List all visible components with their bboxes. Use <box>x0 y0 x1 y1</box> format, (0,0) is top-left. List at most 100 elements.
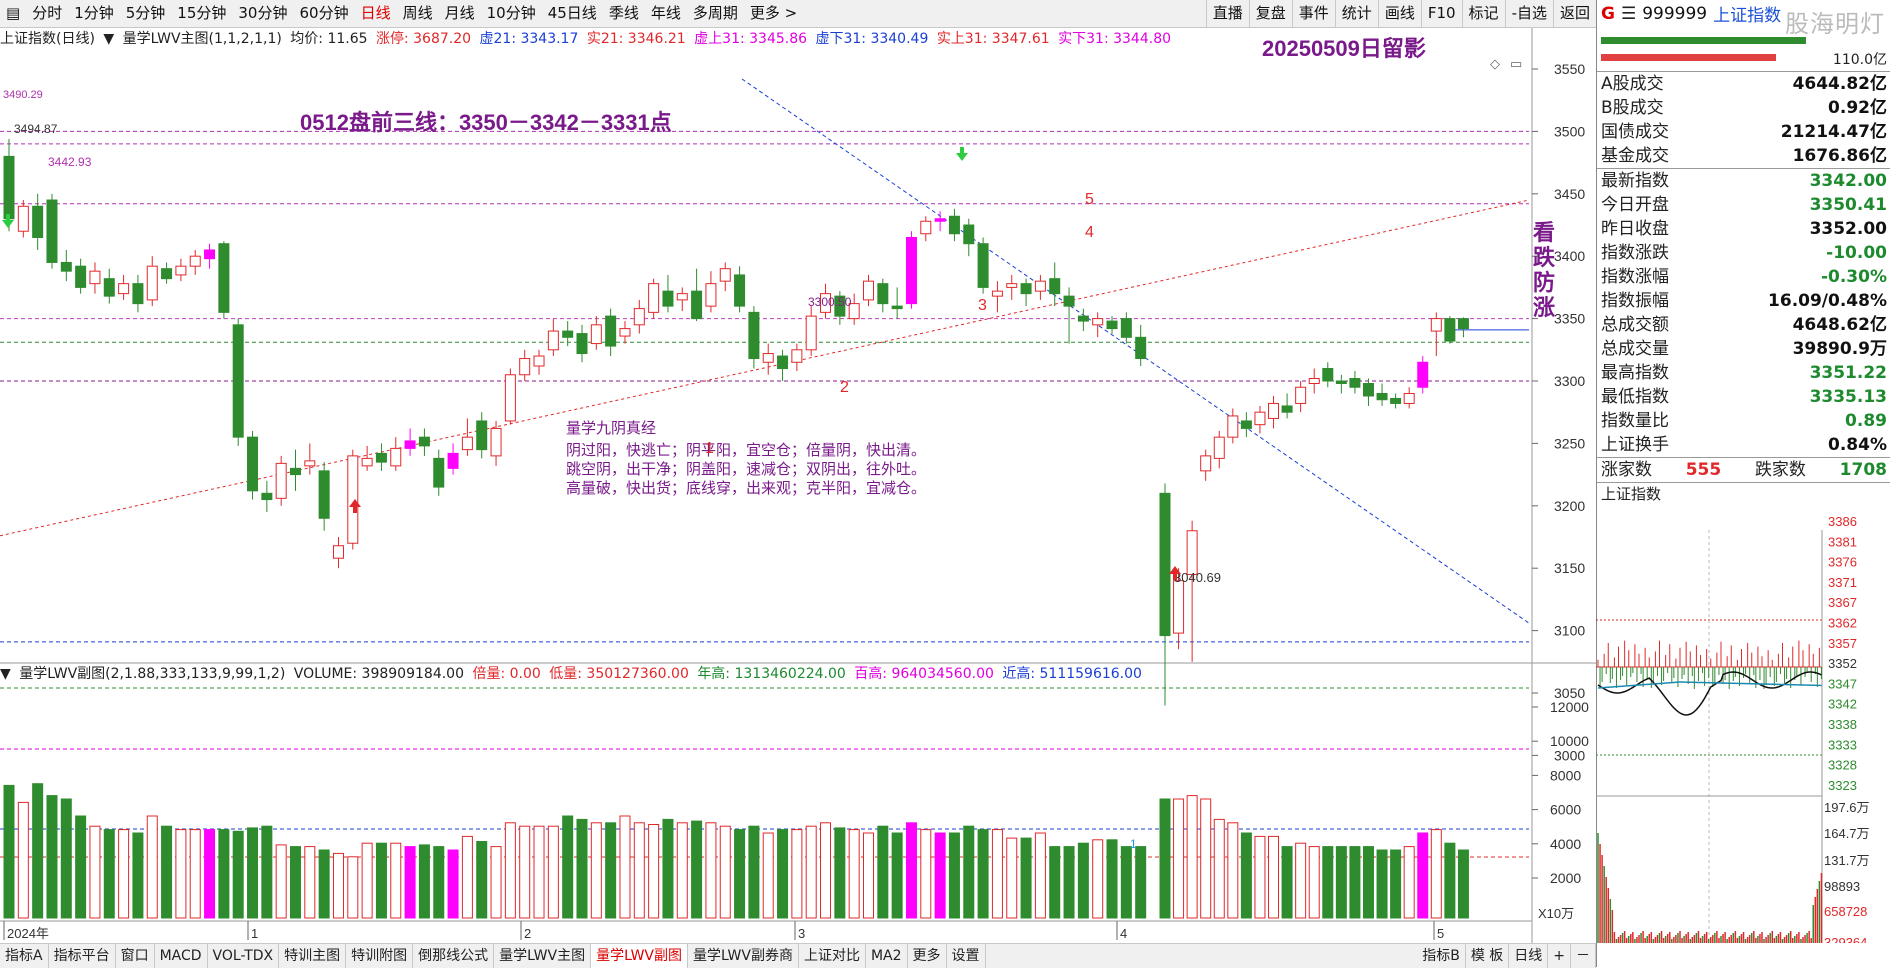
candle[interactable] <box>633 308 645 326</box>
bottom-button-2[interactable]: 日线 <box>1509 944 1549 968</box>
candle[interactable] <box>662 290 674 307</box>
candle[interactable] <box>1403 392 1415 404</box>
intraday-chart[interactable]: 3386 3381 3376 3371 3367 3362 3357 3352 3347 3342… <box>1596 510 1890 943</box>
candle[interactable] <box>318 470 330 519</box>
candle[interactable] <box>89 270 101 285</box>
candle[interactable] <box>920 220 932 235</box>
period-tab-4[interactable]: 30分钟 <box>238 4 288 22</box>
candle[interactable] <box>1254 411 1266 426</box>
candle[interactable] <box>390 447 402 467</box>
indicator-tab-1[interactable]: 指标平台 <box>49 944 116 968</box>
indicator-tab-14[interactable]: 设置 <box>947 944 986 968</box>
bottom-button-0[interactable]: 指标B <box>1417 944 1466 968</box>
period-tab-7[interactable]: 周线 <box>402 4 433 22</box>
candle[interactable] <box>161 268 173 280</box>
bottom-button-3[interactable]: + <box>1548 944 1571 968</box>
candle[interactable] <box>247 436 259 492</box>
candle[interactable] <box>734 274 746 307</box>
candle[interactable] <box>261 492 273 501</box>
toolbar-button-4[interactable]: 画线 <box>1377 0 1421 27</box>
candle[interactable] <box>605 315 617 347</box>
candle[interactable] <box>590 324 602 345</box>
candle[interactable] <box>1200 455 1212 472</box>
candle[interactable] <box>1186 530 1198 575</box>
period-tab-2[interactable]: 5分钟 <box>125 4 166 22</box>
period-tab-3[interactable]: 15分钟 <box>177 4 227 22</box>
candle[interactable] <box>118 283 130 295</box>
candle[interactable] <box>375 452 387 463</box>
indicator-tab-11[interactable]: 上证对比 <box>799 944 866 968</box>
toolbar-button-8[interactable]: 返回 <box>1552 0 1596 27</box>
candle[interactable] <box>948 215 960 235</box>
candle[interactable] <box>1240 420 1252 429</box>
candle[interactable] <box>891 305 903 310</box>
candle[interactable] <box>1376 392 1388 401</box>
kline-chart[interactable]: 3550350034503400335033003250320031503100… <box>0 28 1596 943</box>
toolbar-button-7[interactable]: -自选 <box>1504 0 1553 27</box>
candle[interactable] <box>934 218 946 222</box>
candle[interactable] <box>533 355 545 367</box>
candle[interactable] <box>1281 405 1293 413</box>
candle[interactable] <box>146 265 158 301</box>
candle[interactable] <box>347 455 359 544</box>
indicator-tab-2[interactable]: 窗口 <box>116 944 155 968</box>
candle[interactable] <box>977 243 989 288</box>
indicator-tab-9[interactable]: 量学LWV副图 <box>591 944 689 968</box>
candle[interactable] <box>1430 318 1442 332</box>
candle[interactable] <box>490 427 502 457</box>
candle[interactable] <box>189 255 201 267</box>
menu-icon[interactable]: ▤ <box>6 4 21 22</box>
candle[interactable] <box>1417 361 1429 388</box>
candle[interactable] <box>1308 378 1320 384</box>
candle[interactable] <box>1120 318 1132 338</box>
candle[interactable] <box>848 303 860 320</box>
candle[interactable] <box>1063 295 1075 307</box>
candle[interactable] <box>1227 415 1239 438</box>
candle[interactable] <box>476 420 488 451</box>
candle[interactable] <box>1349 378 1361 388</box>
candle[interactable] <box>547 330 559 351</box>
indicator-tab-4[interactable]: VOL-TDX <box>208 944 280 968</box>
candle[interactable] <box>332 545 344 559</box>
indicator-tab-12[interactable]: MA2 <box>866 944 908 968</box>
list-icon[interactable]: ☰ <box>1620 3 1637 24</box>
period-tab-5[interactable]: 60分钟 <box>299 4 349 22</box>
candle[interactable] <box>1106 320 1118 330</box>
period-tab-14[interactable]: 更多 > <box>749 4 798 22</box>
toolbar-button-3[interactable]: 统计 <box>1334 0 1378 27</box>
candle[interactable] <box>1135 336 1147 360</box>
toolbar-button-6[interactable]: 标记 <box>1461 0 1505 27</box>
candle[interactable] <box>304 460 316 467</box>
candle[interactable] <box>290 467 301 476</box>
period-tab-13[interactable]: 多周期 <box>692 4 738 22</box>
toolbar-button-5[interactable]: F10 <box>1420 0 1462 27</box>
candle[interactable] <box>1049 278 1061 295</box>
toolbar-button-2[interactable]: 事件 <box>1291 0 1335 27</box>
indicator-tab-5[interactable]: 特训主图 <box>279 944 347 968</box>
candle[interactable] <box>576 333 588 355</box>
candle[interactable] <box>1295 386 1307 404</box>
candle[interactable] <box>648 283 660 313</box>
indicator-tab-8[interactable]: 量学LWV主图 <box>494 944 592 968</box>
candle[interactable] <box>805 315 817 351</box>
candle[interactable] <box>275 462 287 499</box>
candle[interactable] <box>1444 318 1456 342</box>
candle[interactable] <box>519 358 531 376</box>
candle[interactable] <box>132 283 144 305</box>
candle[interactable] <box>1159 492 1171 637</box>
candle[interactable] <box>46 199 58 263</box>
candle[interactable] <box>433 457 445 488</box>
candle[interactable] <box>103 278 115 297</box>
candle[interactable] <box>218 243 230 313</box>
period-tab-12[interactable]: 年线 <box>650 4 681 22</box>
candle[interactable] <box>863 280 874 301</box>
candle[interactable] <box>418 436 430 447</box>
chevron-down-icon[interactable]: ▼ <box>0 666 11 682</box>
candle[interactable] <box>1020 283 1032 295</box>
candle[interactable] <box>204 249 216 260</box>
candle[interactable] <box>1362 382 1374 397</box>
candle[interactable] <box>834 295 846 317</box>
candle[interactable] <box>762 353 774 363</box>
candle[interactable] <box>691 290 703 320</box>
toolbar-button-1[interactable]: 复盘 <box>1248 0 1292 27</box>
